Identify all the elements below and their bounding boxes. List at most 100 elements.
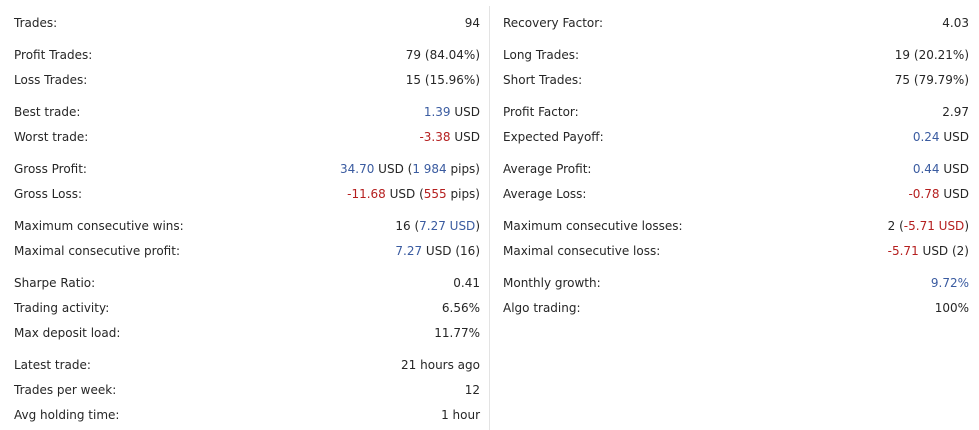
stat-value-number: -3.38 — [419, 130, 451, 144]
stat-row-gross-profit: Gross Profit: 34.70 USD (1 984 pips) — [14, 159, 480, 179]
stat-value: 7.27 USD (16) — [395, 241, 480, 261]
stat-value-close: ) — [475, 219, 480, 233]
stat-value-amount: -5.71 — [887, 244, 919, 258]
stat-value: -0.78 USD — [908, 184, 969, 204]
stat-value-open: ( — [895, 219, 904, 233]
stat-label: Gross Profit: — [14, 162, 87, 176]
stat-value: 94 — [464, 16, 480, 30]
stat-row-trades-per-week: Trades per week: 12 — [14, 380, 480, 400]
stat-value-amount: 34.70 — [340, 162, 375, 176]
stat-value: 19 (20.21%) — [894, 48, 969, 62]
stat-value-amount: 7.27 — [395, 244, 423, 258]
stat-value-count: 16 — [395, 219, 411, 233]
stat-value-unit: USD — [939, 187, 969, 201]
stat-row-worst-trade: Worst trade: -3.38 USD — [14, 127, 480, 147]
stat-label: Short Trades: — [503, 73, 583, 87]
stat-label: Long Trades: — [503, 48, 580, 62]
stat-value: 1.39 USD — [424, 102, 480, 122]
stat-label: Algo trading: — [503, 301, 581, 315]
stat-value-number: 0.24 — [912, 130, 940, 144]
stat-value: 75 (79.79%) — [894, 73, 969, 87]
column-divider — [489, 6, 490, 430]
stat-value-number: 1.39 — [423, 105, 451, 119]
stat-value-amount: -5.71 USD — [903, 219, 965, 233]
stat-value-rest: USD (16) — [422, 244, 480, 258]
stat-value-unit: USD — [450, 105, 480, 119]
stat-value-unit: USD ( — [385, 187, 424, 201]
stat-value-unit: USD — [939, 130, 969, 144]
stat-row-latest-trade: Latest trade: 21 hours ago — [14, 355, 480, 375]
stat-row-max-consecutive-wins: Maximum consecutive wins: 16 (7.27 USD) — [14, 216, 480, 236]
stat-label: Gross Loss: — [14, 187, 82, 201]
stat-value-amount: -11.68 — [347, 187, 386, 201]
stat-value-number: -0.78 — [908, 187, 940, 201]
stat-value: 4.03 — [942, 16, 969, 30]
stat-value-amount: 7.27 USD — [419, 219, 476, 233]
stat-row-best-trade: Best trade: 1.39 USD — [14, 102, 480, 122]
stat-label: Trading activity: — [14, 301, 110, 315]
stat-row-max-consecutive-profit: Maximal consecutive profit: 7.27 USD (16… — [14, 241, 480, 261]
stat-label: Average Loss: — [503, 187, 587, 201]
stat-row-max-consecutive-loss: Maximal consecutive loss: -5.71 USD (2) — [503, 241, 969, 261]
stat-label: Recovery Factor: — [503, 16, 604, 30]
stat-value-unit: USD — [450, 130, 480, 144]
stat-label: Latest trade: — [14, 358, 91, 372]
stat-value: 0.24 USD — [913, 127, 969, 147]
stat-row-gross-loss: Gross Loss: -11.68 USD (555 pips) — [14, 184, 480, 204]
stat-value: -5.71 USD (2) — [888, 241, 969, 261]
stat-value-close: ) — [964, 219, 969, 233]
stat-value: 15 (15.96%) — [405, 73, 480, 87]
stat-label: Average Profit: — [503, 162, 592, 176]
stat-value-pips: 555 — [423, 187, 447, 201]
stat-value-unit: USD — [939, 162, 969, 176]
stat-value: 12 — [464, 383, 480, 397]
stat-row-profit-trades: Profit Trades: 79 (84.04%) — [14, 45, 480, 65]
stat-row-average-profit: Average Profit: 0.44 USD — [503, 159, 969, 179]
stat-value: 11.77% — [434, 326, 480, 340]
stat-label: Loss Trades: — [14, 73, 88, 87]
stat-row-max-consecutive-losses: Maximum consecutive losses: 2 (-5.71 USD… — [503, 216, 969, 236]
stat-row-trading-activity: Trading activity: 6.56% — [14, 298, 480, 318]
stat-row-profit-factor: Profit Factor: 2.97 — [503, 102, 969, 122]
stat-row-sharpe-ratio: Sharpe Ratio: 0.41 — [14, 273, 480, 293]
stat-value: 9.72% — [930, 276, 969, 290]
stat-label: Worst trade: — [14, 130, 89, 144]
stat-label: Maximal consecutive loss: — [503, 244, 661, 258]
stat-value: 79 (84.04%) — [405, 48, 480, 62]
stat-value-rest: USD (2) — [918, 244, 969, 258]
stat-label: Trades: — [14, 16, 58, 30]
stat-label: Maximal consecutive profit: — [14, 244, 180, 258]
stat-label: Avg holding time: — [14, 408, 120, 422]
stat-value: 0.44 USD — [913, 159, 969, 179]
stat-value: -3.38 USD — [419, 127, 480, 147]
stat-value-number: 0.44 — [912, 162, 940, 176]
stat-value: 6.56% — [441, 301, 480, 315]
stat-label: Max deposit load: — [14, 326, 121, 340]
stat-label: Maximum consecutive losses: — [503, 219, 683, 233]
stat-label: Maximum consecutive wins: — [14, 219, 184, 233]
stat-value: 21 hours ago — [401, 358, 480, 372]
stat-row-expected-payoff: Expected Payoff: 0.24 USD — [503, 127, 969, 147]
stat-row-short-trades: Short Trades: 75 (79.79%) — [503, 70, 969, 90]
stat-value: 100% — [934, 301, 969, 315]
stat-row-average-loss: Average Loss: -0.78 USD — [503, 184, 969, 204]
stat-value: -11.68 USD (555 pips) — [347, 184, 480, 204]
stat-row-loss-trades: Loss Trades: 15 (15.96%) — [14, 70, 480, 90]
stat-label: Profit Trades: — [14, 48, 93, 62]
stat-value-tail: pips) — [446, 187, 480, 201]
stat-label: Sharpe Ratio: — [14, 276, 96, 290]
stat-value: 0.41 — [453, 276, 480, 290]
stat-label: Trades per week: — [14, 383, 117, 397]
stat-value: 16 (7.27 USD) — [395, 216, 480, 236]
stat-value-tail: pips) — [446, 162, 480, 176]
stat-row-long-trades: Long Trades: 19 (20.21%) — [503, 45, 969, 65]
stat-label: Expected Payoff: — [503, 130, 604, 144]
stat-value-open: ( — [410, 219, 420, 233]
stat-row-trades: Trades: 94 — [14, 13, 480, 33]
stat-value: 34.70 USD (1 984 pips) — [340, 159, 480, 179]
stat-value-unit: USD ( — [374, 162, 413, 176]
stat-label: Profit Factor: — [503, 105, 579, 119]
stat-value-count: 2 — [887, 219, 896, 233]
stat-value: 1 hour — [441, 408, 480, 422]
